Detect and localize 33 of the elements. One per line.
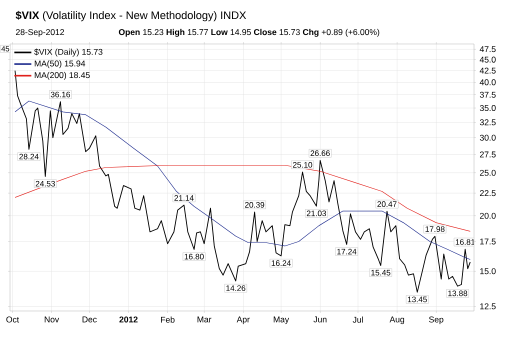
y-tick-label: 20.0 [480, 212, 496, 219]
x-tick-label: Dec [82, 316, 97, 322]
y-tick-label: 17.5 [480, 238, 496, 244]
x-tick-label: Mar [198, 316, 212, 322]
x-tick-label: Nov [44, 316, 60, 322]
text: Open 15.23 High 15.77 Low 14.95 Close 15.73 Chg +0.89 (+6.00%) [118, 28, 380, 37]
y-tick-label: 42.5 [480, 68, 496, 74]
x-tick-label: Oct [6, 316, 20, 322]
y-tick-label: 27.5 [480, 151, 496, 158]
x-tick-label: Apr [236, 316, 250, 324]
y-tick-label: 40.0 [480, 79, 496, 86]
y-tick-label: 37.5 [480, 92, 496, 98]
y-tick-label: 35.0 [480, 105, 496, 112]
x-tick-label: May [274, 316, 290, 324]
x-tick-label: Jul [352, 316, 363, 323]
y-tick-label: 12.5 [480, 303, 496, 310]
y-tick-label: 30.0 [480, 134, 496, 141]
text: 28-Sep-2012 [16, 29, 64, 37]
x-tick-label: Jun [313, 316, 326, 322]
y-tick-label: 45.0 [480, 56, 496, 63]
x-tick-label: Feb [161, 316, 175, 323]
legend-label: MA(200) 18.45 [34, 72, 90, 80]
y-tick-label: 47.5 [480, 46, 496, 52]
y-tick-label: 32.5 [480, 119, 496, 126]
y-tick-label: 25.0 [480, 170, 496, 176]
x-tick-label: 2012 [119, 316, 138, 322]
x-tick-label: Sep [429, 316, 444, 324]
x-tick-label: Aug [390, 316, 404, 324]
legend-label: $VIX (Daily) 15.73 [34, 48, 102, 57]
y-tick-label: 22.5 [480, 190, 496, 196]
chart-title: $VIX (Volatility Index - New Methodology) INDX [16, 10, 246, 22]
legend-label: MA(50) 15.94 [34, 60, 86, 68]
y-tick-label: 15.0 [480, 268, 496, 274]
